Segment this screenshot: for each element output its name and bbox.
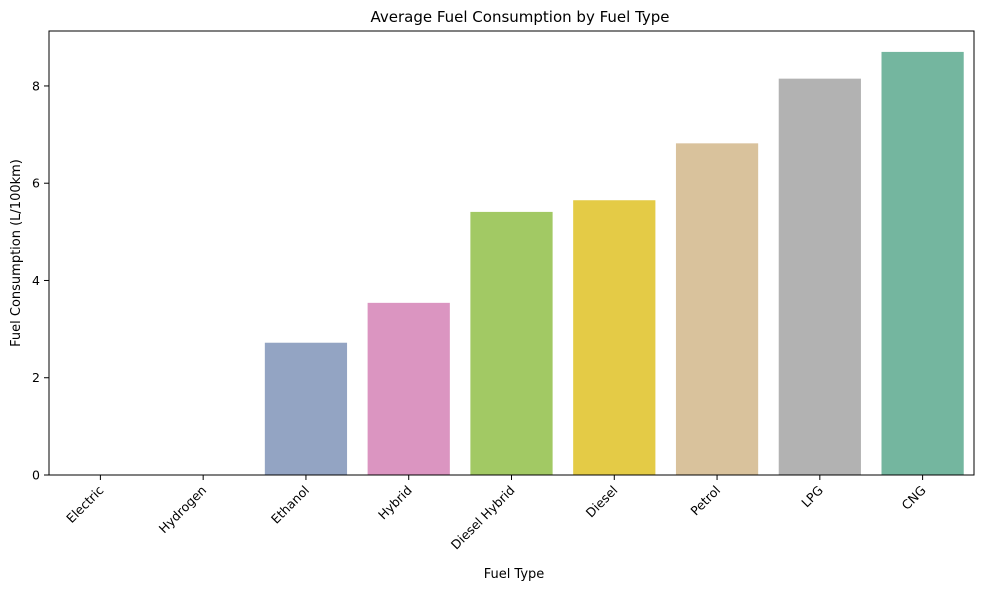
x-axis-label: Fuel Type (484, 567, 545, 582)
bar-petrol (675, 143, 759, 476)
bar-diesel (573, 200, 656, 476)
y-tick-label: 8 (32, 78, 40, 93)
bar-lpg (778, 78, 861, 476)
bar-diesel-hybrid (470, 211, 553, 475)
chart-title: Average Fuel Consumption by Fuel Type (370, 8, 669, 26)
bar-hybrid (367, 302, 450, 475)
y-tick-label: 0 (32, 468, 40, 483)
y-tick-label: 6 (32, 176, 40, 191)
y-tick-label: 2 (32, 370, 40, 385)
y-axis-label: Fuel Consumption (L/100km) (9, 159, 24, 347)
bar-cng (881, 51, 964, 475)
y-tick-label: 4 (32, 273, 40, 288)
bar-ethanol (264, 342, 348, 475)
